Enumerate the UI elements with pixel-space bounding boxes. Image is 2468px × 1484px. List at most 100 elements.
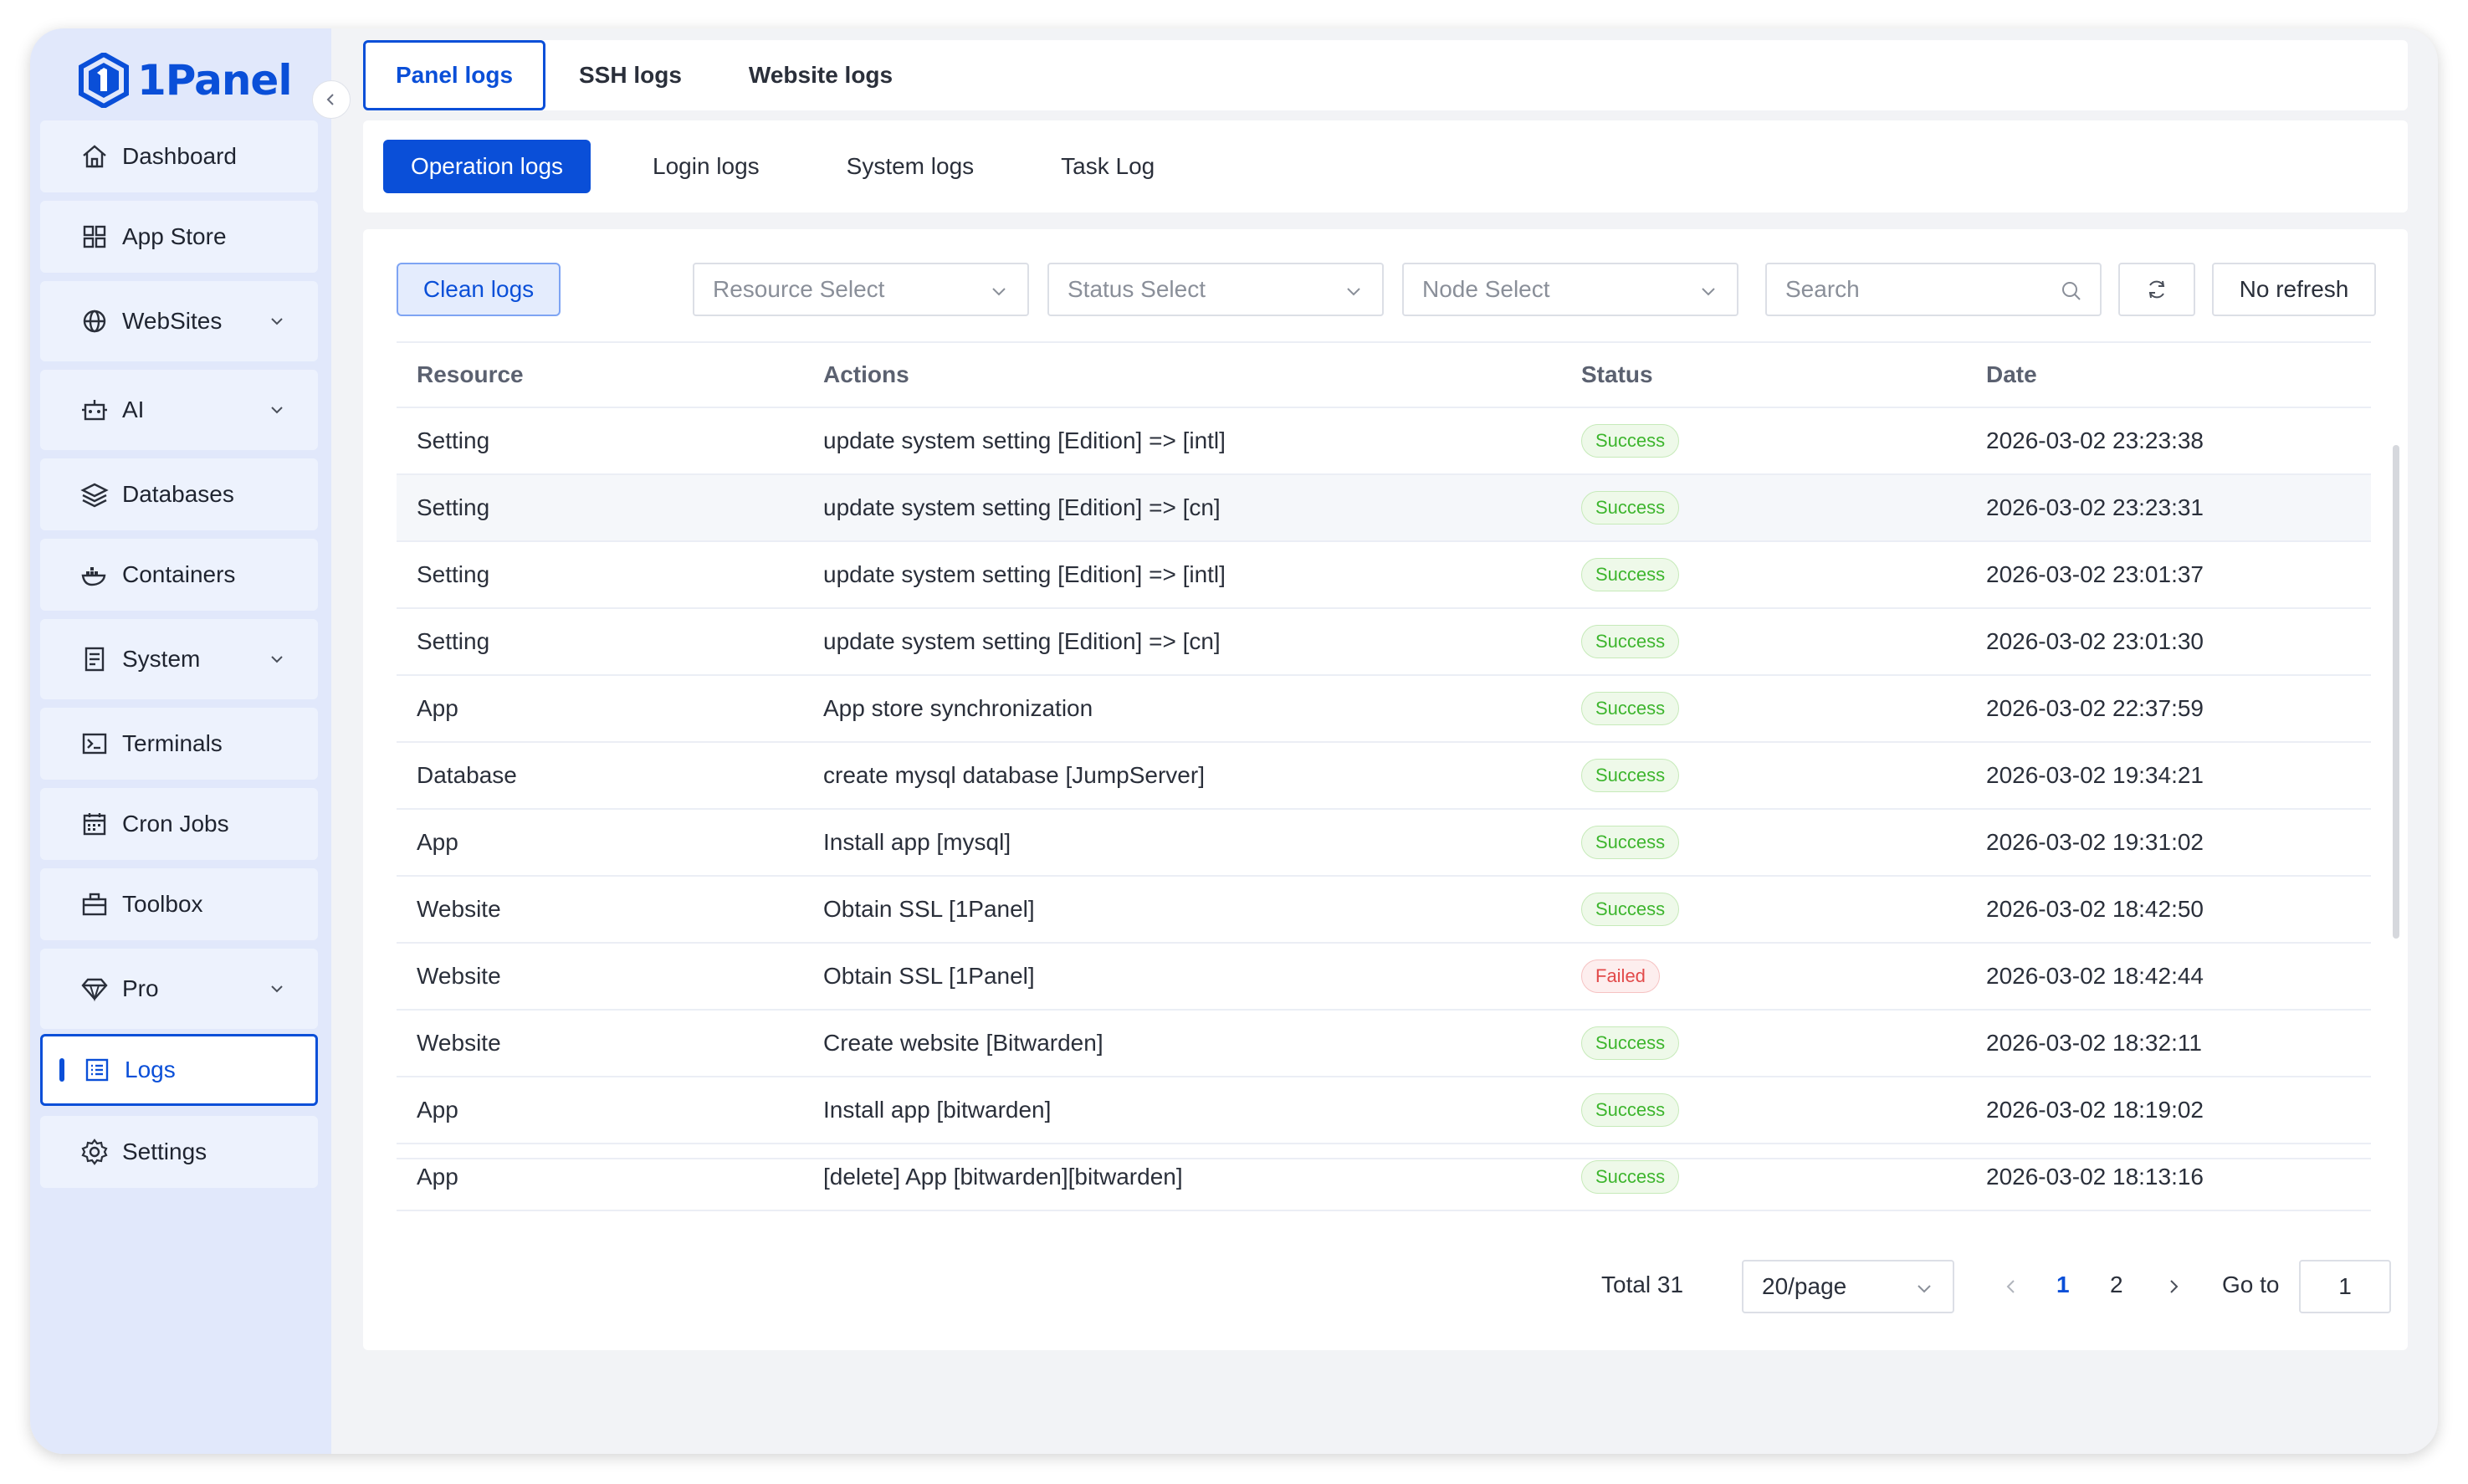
collapse-sidebar-button[interactable] — [312, 80, 351, 119]
logo[interactable]: 1Panel — [79, 40, 292, 120]
resource-select[interactable]: Resource Select — [693, 263, 1029, 316]
header-actions[interactable]: Actions — [823, 361, 909, 387]
clean-logs-button[interactable]: Clean logs — [397, 263, 561, 316]
sidebar: 1Panel Dashboard App Store WebSites AI Datab… — [30, 28, 331, 1454]
status-badge: Success — [1581, 826, 1680, 859]
logo-text: 1Panel — [137, 56, 292, 105]
toolbox-icon — [79, 888, 110, 920]
status-select[interactable]: Status Select — [1047, 263, 1384, 316]
cell-date: 2026-03-02 23:23:31 — [1986, 494, 2204, 520]
cell-action: update system setting [Edition] => [cn] — [823, 628, 1221, 654]
table-row[interactable]: App Install app [mysql] Success 2026-03-02 … — [397, 810, 2371, 877]
sidebar-item-websites[interactable]: WebSites — [40, 281, 318, 361]
table-row[interactable]: Setting update system setting [Edition] =… — [397, 609, 2371, 676]
chevron-down-icon[interactable] — [268, 401, 286, 419]
logo-icon — [79, 53, 129, 108]
sidebar-item-label: Databases — [122, 481, 234, 507]
globe-icon — [79, 305, 110, 337]
header-resource[interactable]: Resource — [417, 361, 524, 387]
header-status[interactable]: Status — [1581, 361, 1653, 387]
cell-resource: Setting — [417, 628, 490, 654]
sidebar-item-logs[interactable]: Logs — [40, 1034, 318, 1106]
cell-action: App store synchronization — [823, 695, 1093, 721]
resource-select-placeholder: Resource Select — [713, 276, 885, 302]
tab-website-logs[interactable]: Website logs — [748, 62, 893, 88]
page-size-value: 20/page — [1762, 1273, 1847, 1299]
cell-resource: App — [417, 1097, 458, 1123]
cell-resource: App — [417, 1164, 458, 1190]
table-header: Resource Actions Status Date — [397, 341, 2371, 408]
table-row[interactable]: Setting update system setting [Edition] =… — [397, 408, 2371, 475]
table-row[interactable]: Website Obtain SSL [1Panel] Failed 2026-03-… — [397, 944, 2371, 1011]
header-date[interactable]: Date — [1986, 361, 2037, 387]
auto-refresh-select[interactable]: No refresh — [2212, 263, 2376, 316]
cell-date: 2026-03-02 18:19:02 — [1986, 1097, 2204, 1123]
table-row[interactable]: Setting update system setting [Edition] =… — [397, 542, 2371, 609]
table-row[interactable]: App Install app [bitwarden] Success 2026-03… — [397, 1077, 2371, 1144]
cell-date: 2026-03-02 18:42:50 — [1986, 896, 2204, 922]
status-badge: Failed — [1581, 959, 1660, 993]
node-select[interactable]: Node Select — [1402, 263, 1738, 316]
sidebar-item-pro[interactable]: Pro — [40, 949, 318, 1029]
next-page-icon[interactable] — [2163, 1277, 2184, 1297]
table-row[interactable]: Setting update system setting [Edition] =… — [397, 475, 2371, 542]
status-badge: Success — [1581, 893, 1680, 926]
cell-date: 2026-03-02 23:01:30 — [1986, 628, 2204, 654]
chevron-down-icon[interactable] — [268, 980, 286, 998]
sidebar-item-containers[interactable]: Containers — [40, 539, 318, 611]
cell-resource: App — [417, 829, 458, 855]
status-badge: Success — [1581, 491, 1680, 525]
sidebar-item-settings[interactable]: Settings — [40, 1116, 318, 1188]
cell-date: 2026-03-02 23:23:38 — [1986, 427, 2204, 453]
search-input[interactable]: Search — [1765, 263, 2102, 316]
table-bottom-divider — [397, 1158, 2371, 1159]
tab-ssh-logs[interactable]: SSH logs — [579, 62, 682, 88]
cell-date: 2026-03-02 22:37:59 — [1986, 695, 2204, 721]
cell-date: 2026-03-02 23:01:37 — [1986, 561, 2204, 587]
robot-icon — [79, 394, 110, 426]
cell-date: 2026-03-02 19:31:02 — [1986, 829, 2204, 855]
server-icon — [79, 643, 110, 675]
cell-resource: Setting — [417, 561, 490, 587]
goto-page-input[interactable]: 1 — [2299, 1260, 2391, 1313]
table-row[interactable]: App [delete] App [bitwarden][bitwarden] Su… — [397, 1144, 2371, 1211]
sidebar-item-dashboard[interactable]: Dashboard — [40, 120, 318, 192]
cell-date: 2026-03-02 19:34:21 — [1986, 762, 2204, 788]
page-2[interactable]: 2 — [2110, 1272, 2123, 1297]
refresh-icon — [2148, 280, 2165, 299]
cell-status: Success — [1561, 1093, 1966, 1127]
cell-resource: Website — [417, 896, 501, 922]
chevron-down-icon[interactable] — [268, 650, 286, 668]
sidebar-item-databases[interactable]: Databases — [40, 458, 318, 530]
app-window: 1Panel Dashboard App Store WebSites AI Datab… — [30, 28, 2438, 1454]
page-size-select[interactable]: 20/page — [1742, 1260, 1954, 1313]
sidebar-item-terminals[interactable]: Terminals — [40, 708, 318, 780]
prev-page-icon[interactable] — [2001, 1277, 2021, 1297]
tab-panel-logs[interactable]: Panel logs — [363, 40, 545, 110]
subtab-system-logs[interactable]: System logs — [846, 153, 975, 179]
subtab-login-logs[interactable]: Login logs — [653, 153, 760, 179]
status-badge: Success — [1581, 759, 1680, 792]
goto-label: Go to — [2222, 1272, 2280, 1297]
refresh-button[interactable] — [2118, 263, 2195, 316]
table-row[interactable]: App App store synchronization Success 2026-… — [397, 676, 2371, 743]
table-row[interactable]: Website Create website [Bitwarden] Success… — [397, 1011, 2371, 1077]
vertical-scrollbar[interactable] — [2393, 445, 2399, 939]
table-row[interactable]: Website Obtain SSL [1Panel] Success 2026-03… — [397, 877, 2371, 944]
sidebar-item-cron-jobs[interactable]: Cron Jobs — [40, 788, 318, 860]
sidebar-item-label: Settings — [122, 1139, 207, 1164]
sidebar-item-label: Logs — [125, 1057, 176, 1082]
subtab-operation-logs[interactable]: Operation logs — [383, 140, 591, 193]
page-1[interactable]: 1 — [2056, 1272, 2070, 1297]
chevron-down-icon — [1702, 288, 1715, 296]
table-row[interactable]: Database create mysql database [JumpServe… — [397, 743, 2371, 810]
terminal-icon — [79, 728, 110, 760]
cell-action: Obtain SSL [1Panel] — [823, 896, 1035, 922]
sidebar-item-label: Terminals — [122, 730, 223, 756]
chevron-down-icon[interactable] — [268, 312, 286, 330]
sidebar-item-ai[interactable]: AI — [40, 370, 318, 450]
sidebar-item-toolbox[interactable]: Toolbox — [40, 868, 318, 940]
sidebar-item-app-store[interactable]: App Store — [40, 201, 318, 273]
subtab-task-log[interactable]: Task Log — [1061, 153, 1155, 179]
sidebar-item-system[interactable]: System — [40, 619, 318, 699]
